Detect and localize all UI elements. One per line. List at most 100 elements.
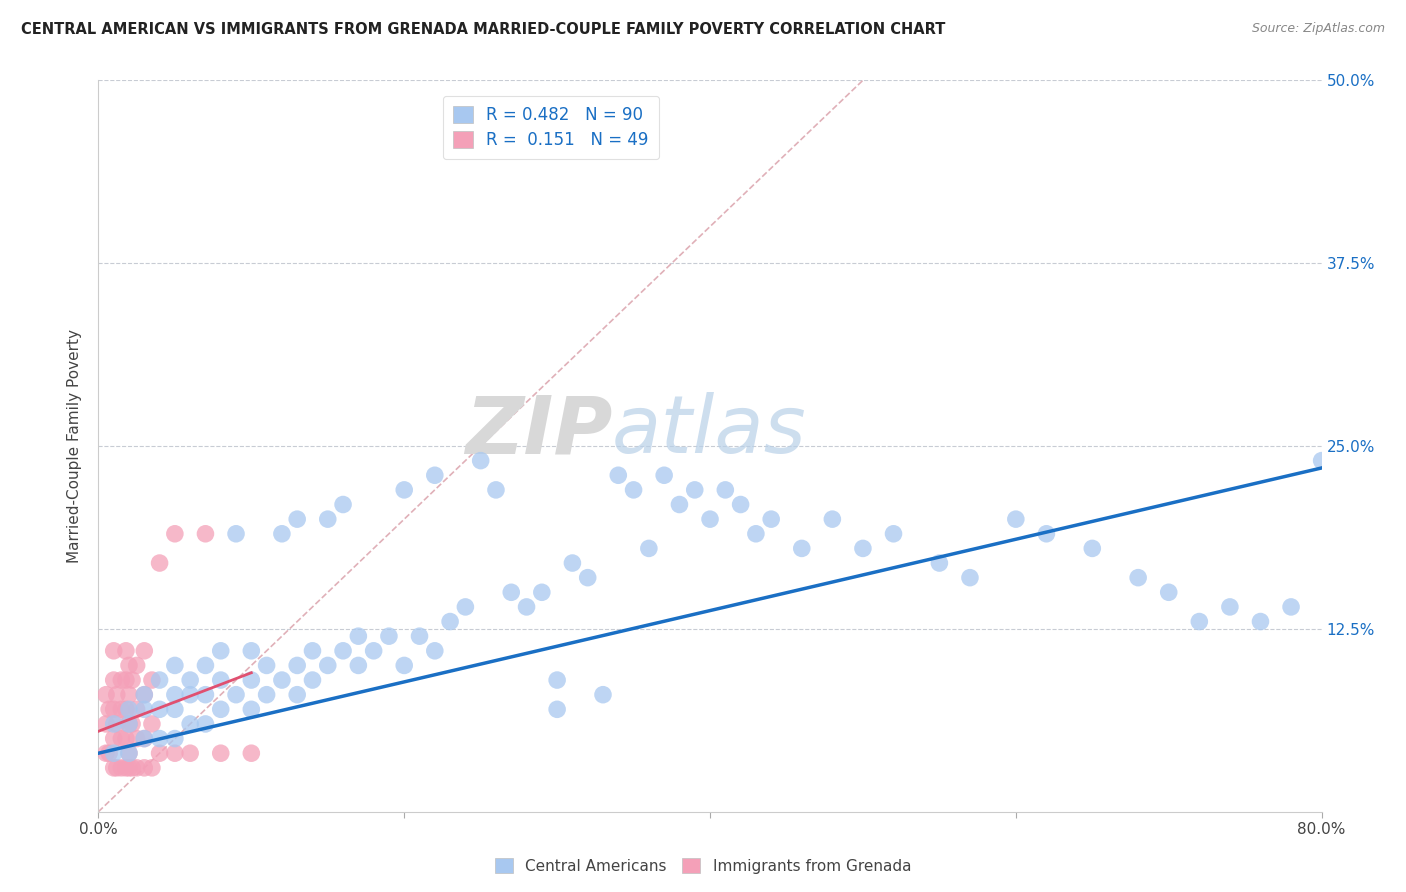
Point — [225, 526, 247, 541]
Legend: Central Americans, Immigrants from Grenada: Central Americans, Immigrants from Grena… — [489, 852, 917, 880]
Point — [94, 688, 117, 702]
Point — [115, 731, 138, 746]
Point — [240, 702, 263, 716]
Point — [240, 746, 263, 760]
Point — [179, 717, 201, 731]
Point — [576, 571, 599, 585]
Point — [103, 731, 125, 746]
Point — [163, 731, 186, 746]
Point — [852, 541, 875, 556]
Point — [423, 468, 446, 483]
Point — [118, 746, 141, 760]
Y-axis label: Married-Couple Family Poverty: Married-Couple Family Poverty — [67, 329, 83, 563]
Point — [561, 556, 583, 570]
Point — [316, 512, 339, 526]
Point — [194, 688, 217, 702]
Point — [332, 498, 354, 512]
Point — [194, 658, 217, 673]
Point — [121, 761, 143, 775]
Point — [134, 731, 156, 746]
Point — [408, 629, 430, 643]
Point — [607, 468, 630, 483]
Point — [141, 761, 163, 775]
Point — [163, 526, 186, 541]
Point — [699, 512, 721, 526]
Point — [115, 702, 138, 716]
Point — [103, 746, 125, 760]
Point — [179, 688, 201, 702]
Text: atlas: atlas — [612, 392, 807, 470]
Point — [115, 644, 138, 658]
Point — [1128, 571, 1150, 585]
Point — [928, 556, 950, 570]
Text: CENTRAL AMERICAN VS IMMIGRANTS FROM GRENADA MARRIED-COUPLE FAMILY POVERTY CORREL: CENTRAL AMERICAN VS IMMIGRANTS FROM GREN… — [21, 22, 945, 37]
Point — [546, 673, 568, 687]
Point — [134, 688, 156, 702]
Point — [103, 761, 125, 775]
Point — [163, 688, 186, 702]
Point — [98, 702, 121, 716]
Point — [423, 644, 446, 658]
Point — [1279, 599, 1302, 614]
Point — [105, 688, 128, 702]
Point — [745, 526, 768, 541]
Point — [110, 731, 132, 746]
Point — [225, 688, 247, 702]
Text: ZIP: ZIP — [465, 392, 612, 470]
Point — [501, 585, 523, 599]
Point — [683, 483, 706, 497]
Point — [285, 658, 308, 673]
Point — [392, 658, 416, 673]
Point — [179, 746, 201, 760]
Point — [623, 483, 645, 497]
Point — [668, 498, 690, 512]
Point — [1310, 453, 1333, 467]
Point — [209, 644, 232, 658]
Point — [194, 526, 217, 541]
Point — [110, 761, 132, 775]
Point — [134, 761, 156, 775]
Point — [485, 483, 508, 497]
Text: Source: ZipAtlas.com: Source: ZipAtlas.com — [1251, 22, 1385, 36]
Point — [118, 761, 141, 775]
Point — [125, 761, 148, 775]
Point — [516, 599, 538, 614]
Point — [115, 761, 138, 775]
Point — [118, 702, 141, 716]
Point — [1035, 526, 1057, 541]
Point — [149, 702, 172, 716]
Point — [959, 571, 981, 585]
Point — [301, 673, 323, 687]
Point — [141, 717, 163, 731]
Point — [103, 717, 125, 731]
Point — [652, 468, 675, 483]
Point — [134, 702, 156, 716]
Point — [179, 673, 201, 687]
Point — [592, 688, 614, 702]
Point — [149, 556, 172, 570]
Point — [759, 512, 782, 526]
Point — [125, 731, 148, 746]
Point — [118, 688, 141, 702]
Point — [240, 673, 263, 687]
Point — [115, 673, 138, 687]
Point — [118, 717, 141, 731]
Point — [105, 761, 128, 775]
Point — [347, 658, 370, 673]
Point — [1004, 512, 1026, 526]
Point — [256, 658, 278, 673]
Point — [363, 644, 385, 658]
Point — [118, 658, 141, 673]
Point — [134, 688, 156, 702]
Point — [103, 702, 125, 716]
Point — [98, 746, 121, 760]
Point — [209, 673, 232, 687]
Point — [209, 702, 232, 716]
Point — [530, 585, 553, 599]
Point — [94, 746, 117, 760]
Point — [1157, 585, 1180, 599]
Point — [1249, 615, 1271, 629]
Point — [209, 746, 232, 760]
Point — [134, 644, 156, 658]
Point — [316, 658, 339, 673]
